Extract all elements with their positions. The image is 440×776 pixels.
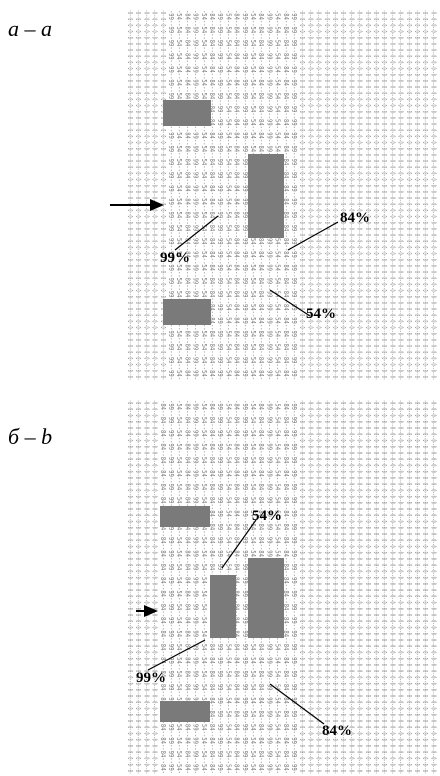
grid-column: -0--0--0--0--0--0--0--0--0--0--0--0--0--… bbox=[397, 10, 405, 380]
grid-column: -0--0--0--0--0--0--0--0--0--0--0--0--0--… bbox=[315, 10, 323, 380]
grid-column: -99--99--99--99--99--99--99--99--99--99-… bbox=[192, 10, 200, 380]
grid-column: -99--99--99--99--99--99--99--99--99--99-… bbox=[216, 10, 224, 380]
grid-column: -0--0--0--0--0--0--0--0--0--0--0--0--0--… bbox=[429, 400, 437, 774]
grid-column: -0--0--0--0--0--0--0--0--0--0--0--0--0--… bbox=[159, 10, 167, 380]
grid-column: -0--0--0--0--0--0--0--0--0--0--0--0--0--… bbox=[405, 10, 413, 380]
grid-column: -0--0--0--0--0--0--0--0--0--0--0--0--0--… bbox=[421, 400, 429, 774]
grid-column: -0--0--0--0--0--0--0--0--0--0--0--0--0--… bbox=[323, 10, 331, 380]
flow-arrow-icon bbox=[136, 605, 158, 617]
callout-84: 84% bbox=[322, 723, 352, 739]
flow-arrow-icon bbox=[110, 199, 164, 211]
obstacle-center-left bbox=[210, 575, 236, 638]
grid-column: -0--0--0--0--0--0--0--0--0--0--0--0--0--… bbox=[142, 400, 150, 774]
grid-column: -0--0--0--0--0--0--0--0--0--0--0--0--0--… bbox=[380, 400, 388, 774]
grid-column: -84--84--84--84--84--84--84--84--84--84-… bbox=[282, 400, 290, 774]
leader-54 bbox=[221, 519, 257, 569]
grid-column: -0--0--0--0--0--0--0--0--0--0--0--0--0--… bbox=[331, 400, 339, 774]
grid-column: -54--54--54--54--54--54--54--54--54--54-… bbox=[200, 400, 208, 774]
grid-column: -84--84--84--84--84--84--84--84--84--84-… bbox=[208, 10, 216, 380]
grid-column: -54--54--54--54--54--54--54--54--54--54-… bbox=[175, 10, 183, 380]
section-diagram-a: -0--0--0--0--0--0--0--0--0--0--0--0--0--… bbox=[110, 10, 437, 380]
callout-54: 54% bbox=[252, 508, 282, 524]
grid-column: -0--0--0--0--0--0--0--0--0--0--0--0--0--… bbox=[306, 400, 314, 774]
grid-column: -0--0--0--0--0--0--0--0--0--0--0--0--0--… bbox=[356, 10, 364, 380]
grid-column: -99--99--99--99--99--99--99--99--99--99-… bbox=[241, 400, 249, 774]
panel-b-b: б – b -0--0--0--0--0--0--0--0--0--0--0--… bbox=[0, 388, 440, 776]
callout-84: 84% bbox=[340, 210, 370, 226]
grid-column: -0--0--0--0--0--0--0--0--0--0--0--0--0--… bbox=[421, 10, 429, 380]
obstacle-center bbox=[248, 154, 284, 238]
grid-column: -0--0--0--0--0--0--0--0--0--0--0--0--0--… bbox=[388, 10, 396, 380]
grid-column: -0--0--0--0--0--0--0--0--0--0--0--0--0--… bbox=[323, 400, 331, 774]
section-diagram-b: -0--0--0--0--0--0--0--0--0--0--0--0--0--… bbox=[126, 400, 437, 774]
grid-column: -0--0--0--0--0--0--0--0--0--0--0--0--0--… bbox=[397, 400, 405, 774]
callout-99: 99% bbox=[136, 670, 166, 686]
grid-column: -0--0--0--0--0--0--0--0--0--0--0--0--0--… bbox=[413, 400, 421, 774]
panel-label: б – b bbox=[8, 424, 53, 449]
grid-column: -99--99--99--99--99--99--99--99--99--99-… bbox=[241, 10, 249, 380]
obstacle-top bbox=[163, 100, 211, 126]
grid-column: -84--84--84--84--84--84--84--84--84--84-… bbox=[183, 400, 191, 774]
grid-column: -0--0--0--0--0--0--0--0--0--0--0--0--0--… bbox=[364, 10, 372, 380]
leader-99 bbox=[174, 215, 219, 251]
grid-column: -0--0--0--0--0--0--0--0--0--0--0--0--0--… bbox=[151, 400, 159, 774]
grid-column: -0--0--0--0--0--0--0--0--0--0--0--0--0--… bbox=[372, 10, 380, 380]
grid-column: -0--0--0--0--0--0--0--0--0--0--0--0--0--… bbox=[339, 400, 347, 774]
grid-column: -0--0--0--0--0--0--0--0--0--0--0--0--0--… bbox=[126, 10, 134, 380]
grid-column: -0--0--0--0--0--0--0--0--0--0--0--0--0--… bbox=[298, 400, 306, 774]
grid-column: -99--99--99--99--99--99--99--99--99--99-… bbox=[290, 10, 298, 380]
grid-column: -0--0--0--0--0--0--0--0--0--0--0--0--0--… bbox=[356, 400, 364, 774]
grid-column: -99--99--99--99--99--99--99--99--99--99-… bbox=[192, 400, 200, 774]
grid-column: -0--0--0--0--0--0--0--0--0--0--0--0--0--… bbox=[151, 10, 159, 380]
grid-column: -0--0--0--0--0--0--0--0--0--0--0--0--0--… bbox=[306, 10, 314, 380]
grid-column: -0--0--0--0--0--0--0--0--0--0--0--0--0--… bbox=[134, 400, 142, 774]
leader-84 bbox=[269, 683, 325, 725]
grid-column: -0--0--0--0--0--0--0--0--0--0--0--0--0--… bbox=[142, 10, 150, 380]
grid-column: -54--54--54--54--54--54--54--54--54--54-… bbox=[200, 10, 208, 380]
grid-column: -0--0--0--0--0--0--0--0--0--0--0--0--0--… bbox=[126, 400, 134, 774]
grid-column: -84--84--84--84--84--84--84--84--84--84-… bbox=[282, 10, 290, 380]
grid-column: -84--84--84--84--84--84--84--84--84--84-… bbox=[233, 10, 241, 380]
grid-column: -54--54--54--54--54--54--54--54--54--54-… bbox=[175, 400, 183, 774]
grid-column: -84--84--84--84--84--84--84--84--84--84-… bbox=[159, 400, 167, 774]
grid-column: -0--0--0--0--0--0--0--0--0--0--0--0--0--… bbox=[315, 400, 323, 774]
grid-column: -0--0--0--0--0--0--0--0--0--0--0--0--0--… bbox=[347, 10, 355, 380]
panel-a-a: a – a -0--0--0--0--0--0--0--0--0--0--0--… bbox=[8, 10, 437, 380]
obstacle-bottom bbox=[163, 299, 211, 325]
obstacle-bottom bbox=[160, 701, 210, 722]
leader-99 bbox=[147, 639, 206, 671]
leader-84 bbox=[287, 221, 339, 251]
obstacle-center-right bbox=[248, 558, 284, 638]
obstacle-top bbox=[160, 506, 210, 527]
grid-column: -0--0--0--0--0--0--0--0--0--0--0--0--0--… bbox=[372, 400, 380, 774]
grid-column: -84--84--84--84--84--84--84--84--84--84-… bbox=[183, 10, 191, 380]
grid-column: -0--0--0--0--0--0--0--0--0--0--0--0--0--… bbox=[134, 10, 142, 380]
grid-column: -0--0--0--0--0--0--0--0--0--0--0--0--0--… bbox=[298, 10, 306, 380]
grid-column: -0--0--0--0--0--0--0--0--0--0--0--0--0--… bbox=[331, 10, 339, 380]
grid-column: -0--0--0--0--0--0--0--0--0--0--0--0--0--… bbox=[339, 10, 347, 380]
grid-column: -99--99--99--99--99--99--99--99--99--99-… bbox=[290, 400, 298, 774]
callout-99: 99% bbox=[160, 250, 190, 266]
callout-54: 54% bbox=[306, 306, 336, 322]
grid-column: -0--0--0--0--0--0--0--0--0--0--0--0--0--… bbox=[347, 400, 355, 774]
panel-label: a – a bbox=[8, 16, 52, 41]
grid-column: -0--0--0--0--0--0--0--0--0--0--0--0--0--… bbox=[405, 400, 413, 774]
grid-column: -54--54--54--54--54--54--54--54--54--54-… bbox=[224, 10, 232, 380]
leader-54 bbox=[269, 289, 311, 317]
grid-column: -0--0--0--0--0--0--0--0--0--0--0--0--0--… bbox=[413, 10, 421, 380]
grid-column: -0--0--0--0--0--0--0--0--0--0--0--0--0--… bbox=[380, 10, 388, 380]
grid-column: -84--84--84--84--84--84--84--84--84--84-… bbox=[233, 400, 241, 774]
value-grid: -0--0--0--0--0--0--0--0--0--0--0--0--0--… bbox=[126, 10, 437, 380]
grid-column: -99--99--99--99--99--99--99--99--99--99-… bbox=[167, 400, 175, 774]
grid-column: -0--0--0--0--0--0--0--0--0--0--0--0--0--… bbox=[364, 400, 372, 774]
grid-column: -0--0--0--0--0--0--0--0--0--0--0--0--0--… bbox=[429, 10, 437, 380]
grid-column: -99--99--99--99--99--99--99--99--99--99-… bbox=[167, 10, 175, 380]
grid-column: -0--0--0--0--0--0--0--0--0--0--0--0--0--… bbox=[388, 400, 396, 774]
